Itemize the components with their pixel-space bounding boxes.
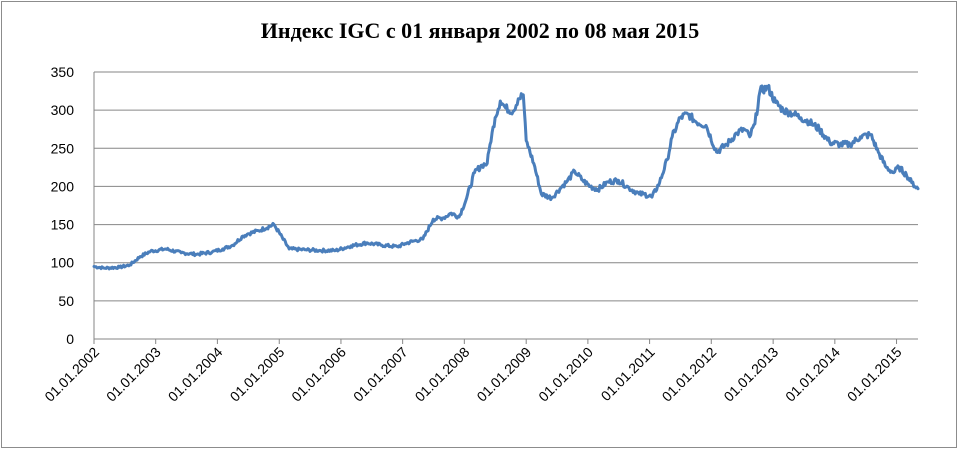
chart-title: Индекс IGC с 01 января 2002 по 08 мая 20… [260,18,700,43]
x-tick-label: 01.01.2002 [41,344,102,405]
y-tick-label: 0 [66,331,74,347]
y-tick-label: 200 [51,178,75,194]
y-tick-label: 150 [51,217,75,233]
x-tick-label: 01.01.2005 [227,344,288,405]
x-tick-label: 01.01.2003 [103,344,164,405]
x-tick-label: 01.01.2013 [720,344,781,405]
series-line [92,84,920,271]
x-tick-label: 01.01.2006 [288,344,349,405]
x-tick-label: 01.01.2010 [535,344,596,405]
x-tick-label: 01.01.2009 [473,344,534,405]
x-tick-label: 01.01.2007 [350,344,411,405]
x-tick-label: 01.01.2012 [659,344,720,405]
x-tick-label: 01.01.2011 [598,344,658,404]
y-tick-label: 300 [51,102,75,118]
x-tick-label: 01.01.2015 [844,344,905,405]
y-tick-label: 50 [58,293,74,309]
y-tick-label: 250 [51,140,75,156]
x-tick-label: 01.01.2014 [782,344,843,405]
x-tick-label: 01.01.2004 [165,344,226,405]
y-tick-label: 100 [51,255,75,271]
x-tick-label: 01.01.2008 [412,344,473,405]
y-tick-label: 350 [51,64,75,80]
